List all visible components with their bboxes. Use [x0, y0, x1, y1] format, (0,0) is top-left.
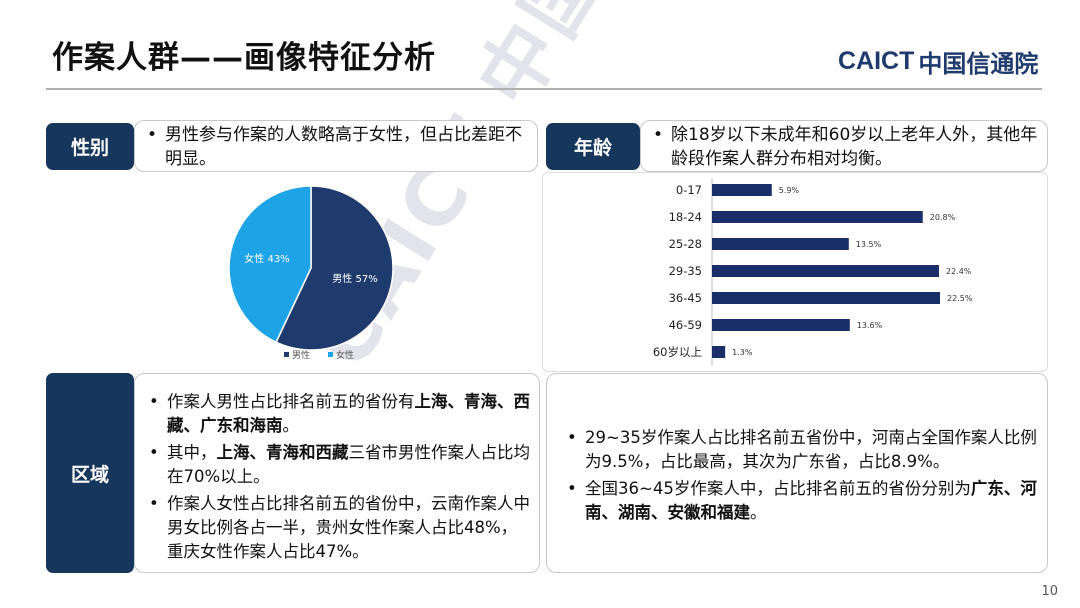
bullet-text: 全国36~45岁作案人中，占比排名前五的省份分别为: [585, 479, 971, 498]
age-bullet: 除18岁以下未成年和60岁以上老年人外，其他年龄段作案人群分布相对均衡。: [647, 123, 1047, 171]
bar-category-label: 0-17: [676, 183, 702, 197]
bullet-text: 作案人男性占比排名前五的省份有: [167, 392, 415, 411]
region-left-bullets: 作案人男性占比排名前五的省份有上海、青海、西藏、广东和海南。其中，上海、青海和西…: [143, 390, 533, 567]
region-tag: 区域: [46, 373, 134, 573]
bar-value-label: 22.5%: [947, 294, 973, 303]
legend-swatch: [284, 352, 289, 357]
bar-category-label: 46-59: [669, 318, 702, 332]
age-summary-box: 除18岁以下未成年和60岁以上老年人外，其他年龄段作案人群分布相对均衡。: [640, 120, 1048, 172]
bar-value-label: 13.5%: [856, 240, 882, 249]
bar: [712, 265, 939, 277]
region-left-bullet: 其中，上海、青海和西藏三省市男性作案人占比均在70%以上。: [143, 441, 533, 489]
bullet-text: 其中，: [167, 443, 217, 462]
bar: [712, 238, 849, 250]
logo-cn: 中国信通院: [918, 50, 1039, 78]
logo: CAICT 中国信通院: [838, 44, 1038, 79]
region-right-bullets: 29~35岁作案人占比排名前五省份中，河南占全国作案人比例为9.5%，占比最高，…: [561, 426, 1045, 528]
legend-label: 女性: [336, 349, 354, 361]
region-left-bullet: 作案人女性占比排名前五的省份中，云南作案人中男女比例各占一半，贵州女性作案人占比…: [143, 492, 533, 564]
gender-pie-chart: 男性 57% 女性 43% 男性 女性: [228, 185, 394, 361]
bar-category-label: 60岁以上: [653, 345, 702, 359]
bar-value-label: 22.4%: [946, 267, 972, 276]
region-right-box: 29~35岁作案人占比排名前五省份中，河南占全国作案人比例为9.5%，占比最高，…: [546, 373, 1048, 573]
bar-category-label: 18-24: [669, 210, 702, 224]
gender-tag: 性别: [46, 123, 134, 170]
pie-slice: [275, 185, 394, 351]
bar-value-label: 1.3%: [732, 348, 753, 357]
page-number: 10: [1041, 584, 1058, 599]
bar: [712, 211, 923, 223]
bar-category-label: 29-35: [669, 264, 702, 278]
bullet-bold-text: 广东、河南、湖南、安徽和福建: [585, 479, 1037, 522]
region-right-bullet: 29~35岁作案人占比排名前五省份中，河南占全国作案人比例为9.5%，占比最高，…: [561, 426, 1045, 474]
bar: [712, 184, 772, 196]
region-right-bullet: 全国36~45岁作案人中，占比排名前五的省份分别为广东、河南、湖南、安徽和福建。: [561, 477, 1045, 525]
page-title: 作案人群——画像特征分析: [52, 40, 436, 76]
legend-swatch: [328, 352, 333, 357]
bar: [712, 346, 726, 358]
pie-slice: [228, 185, 312, 344]
bar: [712, 292, 940, 304]
legend-label: 男性: [292, 349, 310, 361]
bullet-text: 作案人女性占比排名前五的省份中，云南作案人中男女比例各占一半，贵州女性作案人占比…: [167, 494, 530, 561]
gender-summary-box: 男性参与作案的人数略高于女性，但占比差距不明显。: [134, 120, 538, 172]
title-divider: [46, 88, 1042, 90]
pie-data-label: 男性 57%: [332, 272, 377, 285]
bar-category-label: 36-45: [669, 291, 702, 305]
logo-en: CAICT: [838, 47, 915, 75]
bar-value-label: 13.6%: [857, 321, 883, 330]
gender-bullet: 男性参与作案的人数略高于女性，但占比差距不明显。: [141, 123, 533, 171]
bullet-text: 。: [750, 503, 767, 522]
region-left-box: 作案人男性占比排名前五的省份有上海、青海、西藏、广东和海南。其中，上海、青海和西…: [134, 373, 540, 573]
age-bullets: 除18岁以下未成年和60岁以上老年人外，其他年龄段作案人群分布相对均衡。: [647, 123, 1047, 171]
bullet-text: 三省市男性作案人占比均在70%以上。: [167, 443, 530, 486]
pie-data-label: 女性 43%: [244, 252, 289, 265]
bar-value-label: 5.9%: [779, 186, 800, 195]
bullet-bold-text: 上海、青海、西藏、广东和海南: [167, 392, 530, 435]
bar-value-label: 20.8%: [930, 213, 956, 222]
bar-category-label: 25-28: [669, 237, 702, 251]
age-tag: 年龄: [546, 123, 640, 170]
bar: [712, 319, 850, 331]
region-left-bullet: 作案人男性占比排名前五的省份有上海、青海、西藏、广东和海南。: [143, 390, 533, 438]
bullet-text: 。: [282, 416, 300, 435]
bullet-bold-text: 上海、青海和西藏: [216, 443, 349, 462]
age-bar-chart: 0-17 18-24 25-28 29-35 36-45 46-59 60岁以上 5.9% 2…: [653, 178, 973, 366]
gender-bullets: 男性参与作案的人数略高于女性，但占比差距不明显。: [141, 123, 533, 171]
bullet-text: 29~35岁作案人占比排名前五省份中，河南占全国作案人比例为9.5%，占比最高，…: [585, 428, 1037, 471]
